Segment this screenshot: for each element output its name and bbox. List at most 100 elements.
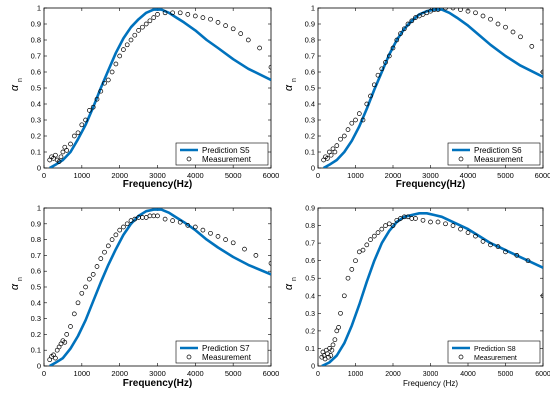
measurement-point: [121, 224, 126, 230]
measurement-point: [155, 213, 160, 219]
measurement-point: [192, 224, 198, 230]
y-axis-label-symbol: α: [283, 283, 295, 290]
measurement-point: [353, 258, 358, 264]
measurement-point: [328, 152, 334, 158]
legend-label: Measurement: [474, 355, 517, 362]
x-tick-label: 5000: [225, 369, 242, 378]
measurement-point: [79, 122, 85, 128]
measurement-point: [379, 226, 385, 232]
measurement-point: [208, 230, 213, 236]
measurement-point: [330, 342, 336, 348]
y-tick-label: 0.2: [31, 132, 41, 141]
measurement-point: [90, 104, 96, 110]
measurement-point: [53, 355, 58, 361]
y-axis-label: αn: [283, 78, 298, 91]
data-layer: [47, 208, 271, 366]
measurement-point: [223, 237, 228, 242]
prediction-line: [321, 212, 543, 366]
x-tick-label: 2000: [385, 171, 402, 180]
x-tick-label: 2000: [111, 369, 128, 378]
measurement-point: [117, 53, 123, 59]
measurement-point: [192, 13, 198, 19]
x-axis-label: Frequency(Hz): [396, 179, 465, 190]
legend-box: [175, 142, 269, 166]
measurement-point: [345, 127, 351, 132]
measurement-point: [345, 275, 351, 281]
measurement-point: [398, 31, 403, 36]
measurement-point: [68, 141, 73, 147]
measurement-points: [47, 10, 271, 164]
measurement-point: [75, 130, 81, 136]
measurement-point: [185, 12, 191, 17]
measurement-point: [94, 96, 100, 102]
measurement-point: [405, 21, 411, 27]
measurement-point: [379, 66, 385, 72]
measurement-point: [230, 240, 236, 246]
measurement-point: [113, 232, 119, 238]
measurement-point: [488, 242, 493, 248]
data-layer: [321, 8, 543, 168]
measurement-point: [390, 45, 396, 51]
y-tick-label: 0.5: [305, 84, 315, 93]
measurement-point: [514, 253, 520, 258]
measurement-point: [458, 8, 463, 12]
measurement-point: [140, 24, 145, 30]
y-tick-label: 0: [37, 362, 41, 371]
measurement-point: [177, 219, 183, 225]
measurement-point: [332, 149, 338, 155]
measurement-point: [87, 108, 92, 113]
x-tick-label: 1000: [348, 371, 364, 378]
measurement-point: [64, 148, 70, 153]
measurement-point: [83, 284, 88, 290]
legend-marker-swatch: [186, 354, 192, 360]
measurement-point: [62, 339, 68, 345]
measurement-point: [428, 219, 433, 225]
prediction-line: [49, 208, 271, 366]
measurement-point: [480, 13, 486, 19]
measurement-point: [71, 133, 77, 139]
y-tick-label: 0.1: [31, 148, 41, 157]
x-tick-label: 4000: [460, 171, 477, 180]
y-tick-label: 1: [311, 4, 315, 13]
x-tick-label: 6000: [535, 171, 550, 180]
legend-marker-swatch: [186, 156, 192, 162]
x-tick-label: 4000: [187, 369, 204, 378]
measurement-point: [371, 233, 377, 239]
measurement-point: [480, 239, 486, 244]
measurement-point: [98, 88, 104, 94]
measurement-point: [113, 61, 119, 67]
measurement-point: [503, 249, 508, 255]
measurement-point: [405, 214, 411, 220]
y-axis-label-symbol: α: [9, 84, 21, 91]
y-tick-label: 0.8: [305, 223, 315, 230]
measurement-point: [87, 276, 92, 282]
measurement-point: [215, 234, 221, 239]
legend-label: Prediction S5: [202, 146, 250, 155]
prediction-line: [49, 8, 271, 168]
x-tick-label: 1000: [73, 369, 90, 378]
measurement-point: [375, 230, 381, 235]
measurement-point: [364, 101, 370, 107]
x-tick-label: 0: [42, 369, 46, 378]
measurement-point: [390, 223, 396, 228]
y-tick-label: 0.9: [305, 206, 315, 213]
y-axis-label-symbol: α: [283, 84, 295, 91]
measurement-point: [79, 290, 85, 296]
measurement-point: [94, 264, 100, 269]
measurement-point: [151, 15, 157, 20]
x-tick-label: 0: [316, 371, 320, 378]
measurement-point: [132, 32, 138, 38]
measurement-point: [495, 244, 501, 249]
data-layer: [319, 212, 543, 366]
y-tick-label: 0.5: [31, 84, 41, 93]
measurement-point: [529, 44, 535, 49]
measurement-point: [102, 80, 107, 86]
data-layer: [47, 8, 271, 168]
measurement-point: [341, 293, 347, 299]
measurement-point: [360, 117, 366, 123]
measurement-point: [420, 217, 426, 223]
y-tick-label: 0.1: [305, 346, 315, 353]
measurement-point: [71, 311, 77, 317]
